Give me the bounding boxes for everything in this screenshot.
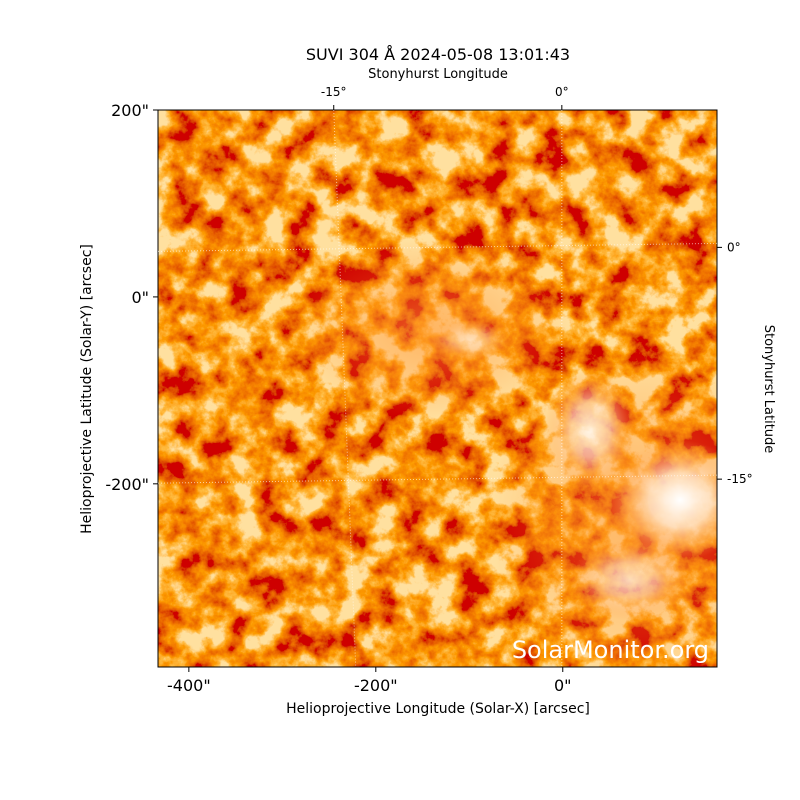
chart-title: SUVI 304 Å 2024-05-08 13:01:43	[306, 45, 570, 64]
x-axis-label: Helioprojective Longitude (Solar-X) [arc…	[286, 701, 590, 717]
top-axis-label: Stonyhurst Longitude	[368, 67, 508, 82]
right-tick-label: -15°	[727, 472, 753, 486]
top-tick-label: 0°	[555, 85, 569, 99]
right-tick-label: 0°	[727, 240, 741, 254]
plot-frame	[157, 109, 718, 668]
y-tick-label: -200"	[105, 475, 149, 494]
grid-line	[157, 242, 718, 252]
y-tick-label: 200"	[111, 101, 149, 120]
y-tick-label: 0"	[131, 288, 149, 307]
y-axis-label: Helioprojective Latitude (Solar-Y) [arcs…	[79, 244, 95, 534]
x-tick-label: 0"	[554, 676, 572, 695]
top-tick-label: -15°	[321, 85, 347, 99]
grid-line	[157, 474, 718, 484]
x-tick-label: -400"	[167, 676, 211, 695]
solar-image	[158, 110, 717, 667]
x-tick-label: -200"	[354, 676, 398, 695]
right-axis-label: Stonyhurst Latitude	[761, 325, 776, 454]
watermark: SolarMonitor.org	[512, 636, 709, 664]
